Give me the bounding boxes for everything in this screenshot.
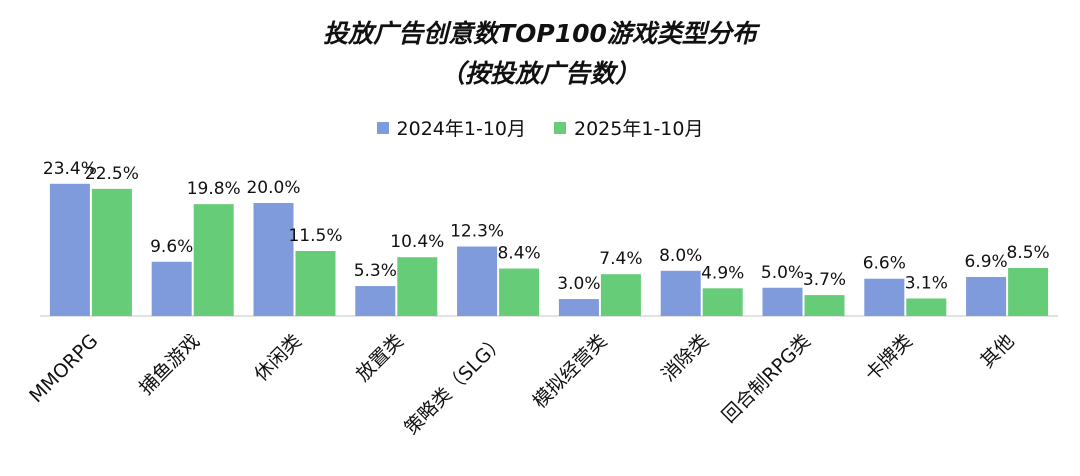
category-label-8: 卡牌类 (861, 330, 917, 386)
data-label-2025-0: 22.5% (85, 164, 139, 184)
category-label-1: 捕鱼游戏 (135, 330, 204, 399)
data-label-2025-3: 10.4% (390, 232, 444, 252)
bar-2025-1[interactable] (193, 204, 234, 316)
data-label-2024-1: 9.6% (150, 237, 193, 257)
category-label-3: 放置类 (352, 330, 408, 386)
category-label-0: MMORPG (25, 330, 102, 407)
bar-2024-9[interactable] (966, 277, 1007, 316)
category-label-7: 回合制RPG类 (718, 330, 815, 427)
legend-label-2024: 2024年1-10月 (396, 118, 526, 140)
bar-2025-3[interactable] (397, 257, 438, 316)
data-label-2024-0: 23.4% (43, 159, 97, 179)
legend-label-2025: 2025年1-10月 (574, 118, 704, 140)
legend-swatch-2025 (554, 121, 566, 134)
bar-2024-6[interactable] (660, 270, 701, 316)
legend-item-2024[interactable]: 2024年1-10月 (376, 114, 526, 141)
data-label-2025-7: 3.7% (803, 270, 846, 290)
legend-swatch-2024 (376, 121, 389, 134)
data-label-2024-7: 5.0% (761, 263, 804, 283)
data-label-2024-3: 5.3% (354, 261, 397, 281)
bar-2025-9[interactable] (1008, 267, 1049, 316)
bar-2025-7[interactable] (804, 295, 845, 316)
data-label-2025-2: 11.5% (288, 226, 342, 246)
data-label-2024-6: 8.0% (659, 246, 702, 266)
legend-item-2025[interactable]: 2025年1-10月 (554, 114, 703, 141)
data-label-2025-8: 3.1% (905, 273, 948, 293)
bar-2024-5[interactable] (558, 299, 599, 316)
bar-2025-4[interactable] (499, 268, 540, 316)
bar-2025-8[interactable] (906, 298, 947, 316)
data-label-2024-4: 12.3% (450, 222, 504, 242)
category-label-5: 模拟经营类 (529, 330, 612, 413)
legend: 2024年1-10月 2025年1-10月 (0, 114, 1080, 141)
bar-2025-0[interactable] (91, 188, 132, 316)
data-label-2025-4: 8.4% (497, 244, 540, 264)
category-label-4: 策略类（SLG） (400, 330, 509, 439)
data-label-2024-8: 6.6% (863, 254, 906, 274)
category-label-6: 消除类 (657, 330, 713, 386)
bar-2024-1[interactable] (151, 261, 192, 316)
data-label-2024-2: 20.0% (246, 178, 300, 198)
chart-title: 投放广告创意数TOP100游戏类型分布 (323, 19, 757, 48)
bar-2024-7[interactable] (762, 287, 803, 316)
category-label-9: 其他 (976, 330, 1018, 372)
category-label-2: 休闲类 (250, 330, 306, 386)
bar-2025-5[interactable] (600, 274, 641, 316)
bar-2024-4[interactable] (457, 246, 498, 316)
bar-2024-8[interactable] (864, 278, 905, 316)
chart-subtitle: （按投放广告数） (439, 59, 640, 88)
data-label-2025-5: 7.4% (599, 249, 642, 269)
data-label-2025-9: 8.5% (1006, 243, 1049, 263)
bar-2025-6[interactable] (702, 288, 743, 316)
data-label-2024-9: 6.9% (964, 252, 1007, 272)
data-label-2025-1: 19.8% (187, 179, 241, 199)
bar-2025-2[interactable] (295, 251, 336, 316)
data-label-2024-5: 3.0% (557, 274, 600, 294)
data-label-2025-6: 4.9% (701, 263, 744, 283)
bar-2024-0[interactable] (49, 183, 90, 316)
bar-2024-2[interactable] (253, 203, 294, 316)
bar-2024-3[interactable] (355, 286, 396, 316)
